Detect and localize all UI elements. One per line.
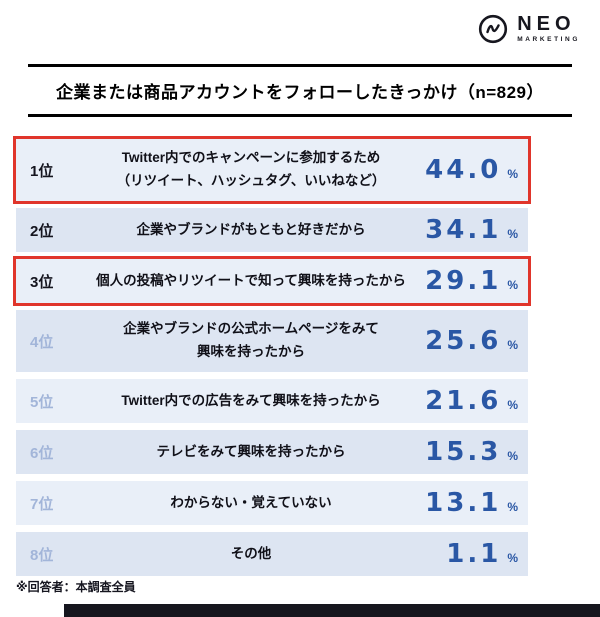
- percent-sign: %: [507, 338, 518, 352]
- percent-sign: %: [507, 551, 518, 565]
- percent-value: 34.1 %: [422, 215, 518, 245]
- row-label: Twitter内での広告をみて興味を持ったから: [80, 390, 422, 413]
- percent-sign: %: [507, 167, 518, 181]
- percent-sign: %: [507, 278, 518, 292]
- rank-label: 5位: [30, 393, 54, 411]
- footer-bar: [64, 604, 600, 617]
- percent-value: 15.3 %: [422, 437, 518, 467]
- rank-label: 4位: [30, 333, 54, 351]
- row-label: 個人の投稿やリツイートで知って興味を持ったから: [80, 270, 422, 293]
- row-label-line1: わからない・覚えていない: [170, 494, 332, 510]
- percent-number: 21.6: [425, 386, 502, 416]
- percent-value: 29.1 %: [422, 266, 518, 296]
- row-label: テレビをみて興味を持ったから: [80, 441, 422, 464]
- row-label-line2: （リツイート、ハッシュタグ、いいねなど）: [116, 173, 386, 188]
- percent-value: 1.1 %: [422, 539, 518, 569]
- percent-number: 44.0: [425, 155, 502, 185]
- rank-row-7: 7位 わからない・覚えていない 13.1 %: [16, 481, 528, 525]
- row-label-line1: Twitter内でのキャンペーンに参加するため: [121, 150, 381, 166]
- percent-number: 1.1: [446, 539, 502, 569]
- rank-row-8: 8位 その他 1.1 %: [16, 532, 528, 576]
- row-label: わからない・覚えていない: [80, 492, 422, 515]
- logo-circle-wave-icon: [479, 14, 508, 44]
- neo-marketing-logo: NEO MARKETING: [478, 14, 580, 44]
- rank-row-4: 4位 企業やブランドの公式ホームページをみて 興味を持ったから 25.6 %: [16, 310, 528, 372]
- rank-label: 6位: [30, 444, 54, 462]
- row-label: Twitter内でのキャンペーンに参加するため （リツイート、ハッシュタグ、いい…: [80, 147, 422, 193]
- percent-value: 13.1 %: [422, 488, 518, 518]
- percent-sign: %: [507, 398, 518, 412]
- row-label: その他: [80, 543, 422, 566]
- row-label: 企業やブランドがもともと好きだから: [80, 219, 422, 242]
- ranking-table: 1位 Twitter内でのキャンペーンに参加するため （リツイート、ハッシュタグ…: [16, 139, 528, 576]
- row-label-line1: 個人の投稿やリツイートで知って興味を持ったから: [96, 272, 406, 288]
- percent-sign: %: [507, 449, 518, 463]
- percent-sign: %: [507, 500, 518, 514]
- rank-label: 7位: [30, 495, 54, 513]
- percent-number: 29.1: [425, 266, 502, 296]
- rank-label: 3位: [30, 273, 54, 291]
- row-label-line2: 興味を持ったから: [197, 344, 305, 359]
- row-label-line1: 企業やブランドがもともと好きだから: [136, 221, 366, 237]
- rank-row-2: 2位 企業やブランドがもともと好きだから 34.1 %: [16, 208, 528, 252]
- row-label-line1: その他: [230, 545, 272, 561]
- percent-value: 25.6 %: [422, 326, 518, 356]
- percent-number: 34.1: [425, 215, 502, 245]
- page-title: 企業または商品アカウントをフォローしたきっかけ（n=829）: [28, 64, 572, 117]
- rank-label: 1位: [30, 162, 54, 180]
- rank-row-3: 3位 個人の投稿やリツイートで知って興味を持ったから 29.1 %: [16, 259, 528, 303]
- percent-value: 44.0 %: [422, 155, 518, 185]
- rank-row-5: 5位 Twitter内での広告をみて興味を持ったから 21.6 %: [16, 379, 528, 423]
- footnote: ※回答者：本調査全員: [16, 580, 136, 594]
- percent-number: 13.1: [425, 488, 502, 518]
- logo-text: NEO MARKETING: [517, 14, 580, 44]
- percent-number: 25.6: [425, 326, 502, 356]
- rank-row-6: 6位 テレビをみて興味を持ったから 15.3 %: [16, 430, 528, 474]
- percent-value: 21.6 %: [422, 386, 518, 416]
- rank-row-1: 1位 Twitter内でのキャンペーンに参加するため （リツイート、ハッシュタグ…: [16, 139, 528, 201]
- row-label-line1: 企業やブランドの公式ホームページをみて: [123, 321, 379, 337]
- rank-label: 8位: [30, 546, 54, 564]
- logo-name: NEO: [517, 13, 576, 36]
- rank-label: 2位: [30, 222, 54, 240]
- logo-subtitle: MARKETING: [517, 36, 580, 44]
- row-label: 企業やブランドの公式ホームページをみて 興味を持ったから: [80, 318, 422, 364]
- percent-sign: %: [507, 227, 518, 241]
- row-label-line1: テレビをみて興味を持ったから: [156, 443, 346, 459]
- percent-number: 15.3: [425, 437, 502, 467]
- row-label-line1: Twitter内での広告をみて興味を持ったから: [121, 392, 381, 408]
